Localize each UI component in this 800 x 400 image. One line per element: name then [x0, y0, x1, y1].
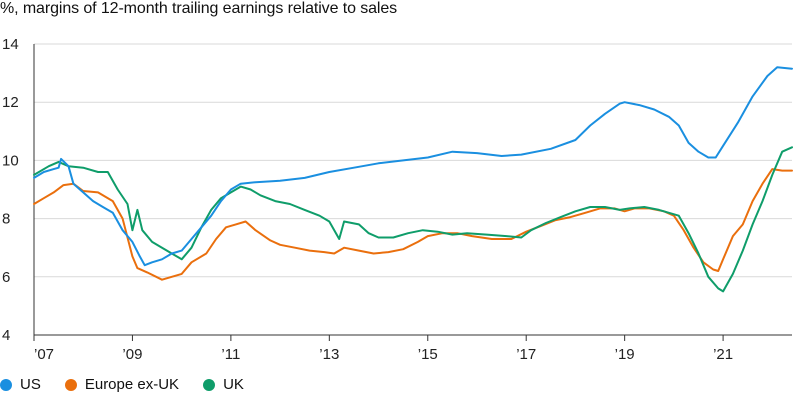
x-tick-label: ’19	[615, 346, 635, 363]
legend-label-uk: UK	[223, 376, 244, 393]
legend-label-europe-ex-uk: Europe ex-UK	[84, 376, 180, 393]
legend-item-europe-ex-uk: Europe ex-UK	[64, 376, 180, 393]
y-tick-label: 8	[2, 211, 10, 228]
legend-item-uk: UK	[203, 376, 244, 393]
x-axis-ticks: ’07 ’09 ’11 ’13 ’15 ’17 ’19 ’21	[33, 335, 733, 363]
legend-dot-us	[0, 378, 12, 391]
gridlines	[33, 43, 792, 336]
y-tick-label: 14	[2, 36, 19, 53]
x-tick-label: ’09	[122, 346, 142, 363]
legend-dot-europe-ex-uk	[64, 378, 77, 391]
y-tick-label: 10	[2, 152, 19, 169]
y-tick-label: 4	[2, 327, 10, 344]
x-tick-label: ’11	[221, 346, 240, 363]
x-tick-label: ’13	[319, 346, 339, 363]
legend-item-us: US	[0, 376, 41, 393]
legend-dot-uk	[203, 378, 216, 391]
y-axis-ticks: 4 6 8 10 12 14	[2, 36, 19, 344]
series-line-us	[33, 66, 793, 267]
y-tick-label: 12	[2, 94, 19, 111]
x-tick-label: ’17	[516, 346, 536, 363]
series-lines	[33, 66, 793, 293]
legend-label-us: US	[20, 376, 41, 393]
series-line-uk	[33, 146, 793, 293]
series-line-europe-ex-uk	[33, 168, 793, 281]
chart-subtitle: %, margins of 12-month trailing earnings…	[0, 0, 398, 17]
y-tick-label: 6	[2, 269, 10, 286]
legend: US Europe ex-UK UK	[0, 376, 268, 393]
x-tick-label: ’07	[34, 346, 54, 363]
x-tick-label: ’21	[713, 346, 733, 363]
x-tick-label: ’15	[418, 346, 438, 363]
line-chart: 4 6 8 10 12 14 ’07 ’09 ’11 ’13 ’15 ’17 ’19 ’21	[2, 36, 793, 363]
